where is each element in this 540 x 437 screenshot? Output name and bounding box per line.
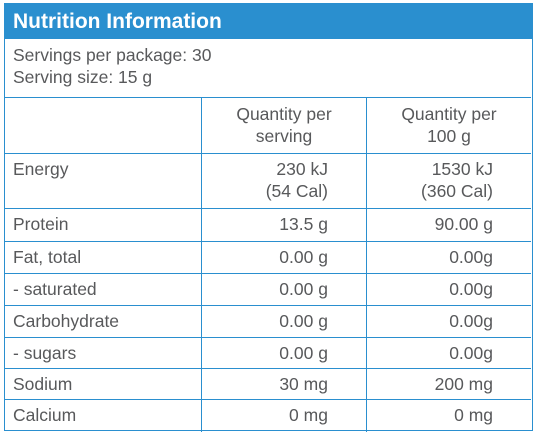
row-label: Protein [5, 208, 203, 242]
table-row: Calcium 0 mg 0 mg [5, 399, 531, 432]
cell-line: 230 kJ [276, 159, 328, 179]
cell-line: 0 mg [454, 405, 493, 425]
header-row: Quantity per serving Quantity per 100 g [5, 97, 531, 154]
column-header: Quantity per serving [201, 97, 367, 154]
row-label: Sodium [5, 368, 203, 400]
cell-line: Quantity per [401, 104, 497, 124]
value-cell: 0.00 g [201, 305, 367, 338]
value-cell: 0.00 g [201, 241, 367, 274]
value-cell: 13.5 g [201, 208, 367, 242]
cell-line: 0.00 g [279, 279, 328, 299]
cell-line: 0.00g [449, 247, 493, 267]
table-row: Sodium 30 mg 200 mg [5, 368, 531, 400]
servings: Servings per package: 30 Serving size: 15… [13, 44, 211, 88]
table-row: Energy 230 kJ (54 Cal) 1530 kJ (360 Cal) [5, 153, 531, 209]
cell-line: 100 g [427, 126, 471, 146]
row-label: Carbohydrate [5, 305, 203, 338]
serving-line: Serving size: 15 g [13, 67, 153, 87]
cell-line: 0.00g [449, 311, 493, 331]
title: Nutrition Information [5, 4, 532, 39]
cell-line: 0.00 g [279, 343, 328, 363]
value-cell: 0.00g [365, 305, 531, 338]
cell-line: 0.00g [449, 343, 493, 363]
value-cell: 0.00g [365, 273, 531, 306]
table-row: - sugars 0.00 g 0.00g [5, 337, 531, 369]
serving-line: Servings per package: 30 [13, 45, 212, 65]
value-cell: 230 kJ (54 Cal) [201, 153, 367, 209]
cell-line: serving [255, 126, 313, 146]
value-cell: 0.00g [365, 337, 531, 369]
panel-border: Nutrition Information Servings per packa… [4, 3, 533, 432]
cell-line: 1530 kJ [431, 159, 493, 179]
row-label: Fat, total [5, 241, 203, 274]
table-row: Fat, total 0.00 g 0.00g [5, 241, 531, 274]
cell-line: 0.00g [449, 279, 493, 299]
row-label: - sugars [5, 337, 203, 369]
row-label: Calcium [5, 399, 203, 432]
cell-line: 200 mg [434, 374, 493, 394]
nutrition-table: Quantity per serving Quantity per 100 g Ener… [5, 97, 531, 432]
cell-line: Quantity per [236, 104, 332, 124]
cell-line: (360 Cal) [421, 181, 493, 201]
value-cell: 1530 kJ (360 Cal) [365, 153, 531, 209]
cell-line: 90.00 g [434, 214, 493, 234]
value-cell: 0 mg [201, 399, 367, 432]
value-cell: 200 mg [365, 368, 531, 400]
table-row: Protein 13.5 g 90.00 g [5, 208, 531, 242]
value-cell: 0 mg [365, 399, 531, 432]
cell-line: (54 Cal) [265, 181, 328, 201]
value-cell: 0.00 g [201, 273, 367, 306]
value-cell: 90.00 g [365, 208, 531, 242]
value-cell: 30 mg [201, 368, 367, 400]
cell-line: 0 mg [289, 405, 328, 425]
row-label: - saturated [5, 273, 203, 306]
value-cell: 0.00 g [201, 337, 367, 369]
cell-line: 13.5 g [279, 214, 328, 234]
header-cell [5, 97, 203, 154]
cell-line: 0.00 g [279, 311, 328, 331]
table-row: - saturated 0.00 g 0.00g [5, 273, 531, 306]
table-row: Carbohydrate 0.00 g 0.00g [5, 305, 531, 338]
cell-line: 0.00 g [279, 247, 328, 267]
column-header: Quantity per 100 g [365, 97, 531, 154]
row-label: Energy [5, 153, 203, 209]
value-cell: 0.00g [365, 241, 531, 274]
cell-line: 30 mg [279, 374, 328, 394]
